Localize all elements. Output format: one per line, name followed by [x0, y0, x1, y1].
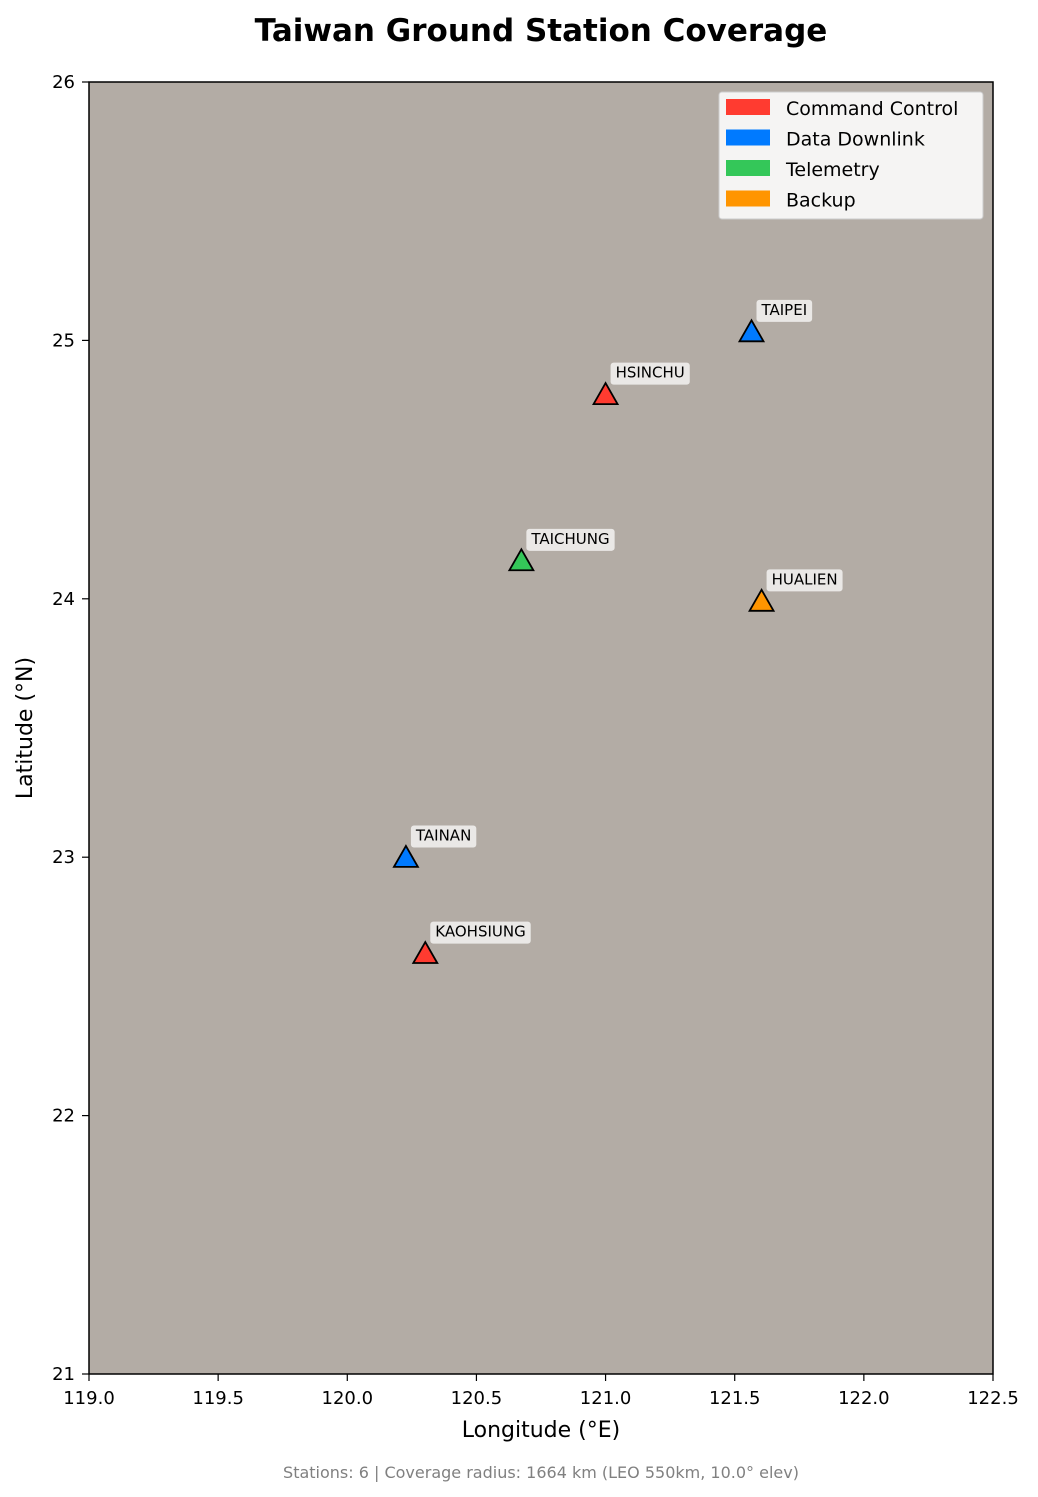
- legend-item-backup: Backup: [726, 190, 856, 212]
- stations-layer: TAIPEI HSINCHU TAICHUNG HUALIEN TAINAN KAOHSI…: [392, 299, 843, 964]
- y-axis: 21 22 23 24 25 26: [52, 72, 89, 1385]
- station-label: HUALIEN: [772, 570, 838, 588]
- x-tick-label: 121.5: [709, 1388, 761, 1409]
- station-tainan: TAINAN: [392, 825, 477, 868]
- station-marker: [392, 844, 420, 868]
- station-label-background: [410, 825, 477, 848]
- legend-swatch: [726, 160, 770, 176]
- y-tick-label: 24: [52, 589, 75, 610]
- station-hualien: HUALIEN: [748, 569, 843, 612]
- station-marker: [737, 318, 766, 343]
- legend-swatch: [726, 129, 770, 146]
- station-label-background: [526, 528, 615, 551]
- station-label: TAICHUNG: [530, 530, 609, 548]
- y-tick-label: 23: [52, 847, 75, 868]
- station-label-background: [610, 362, 690, 385]
- legend: Command Control Data Downlink Telemetry Bac…: [718, 91, 984, 220]
- legend-box: [718, 91, 984, 220]
- station-label-background: [430, 921, 531, 944]
- station-taipei: TAIPEI: [737, 299, 813, 343]
- x-tick-label: 119.0: [63, 1388, 115, 1409]
- station-taichung: TAICHUNG: [507, 528, 615, 572]
- station-marker: [507, 547, 535, 572]
- legend-label: Telemetry: [785, 159, 880, 181]
- station-kaohsiung: KAOHSIUNG: [411, 921, 531, 964]
- station-label: KAOHSIUNG: [435, 923, 525, 941]
- station-label-background: [766, 569, 843, 592]
- legend-swatch: [726, 190, 770, 207]
- plot-frame: [88, 81, 994, 1375]
- legend-label: Data Downlink: [786, 129, 925, 151]
- y-axis-label: Latitude (°N): [13, 657, 38, 799]
- y-tick-label: 21: [52, 1364, 75, 1385]
- footer-note: Stations: 6 | Coverage radius: 1664 km (…: [283, 1463, 799, 1482]
- legend-swatch: [726, 99, 770, 115]
- x-axis-label: Longitude (°E): [462, 1418, 620, 1443]
- station-marker: [748, 588, 776, 612]
- station-label-background: [756, 299, 813, 322]
- station-label: TAIPEI: [761, 301, 808, 319]
- x-tick-label: 121.0: [580, 1388, 632, 1409]
- station-marker: [592, 381, 620, 406]
- legend-label: Command Control: [786, 98, 958, 120]
- chart-title: Taiwan Ground Station Coverage: [255, 13, 828, 49]
- legend-item-command-control: Command Control: [726, 98, 958, 120]
- y-tick-label: 26: [52, 72, 75, 93]
- legend-label: Backup: [786, 190, 856, 212]
- x-tick-label: 119.5: [192, 1388, 244, 1409]
- y-tick-label: 25: [52, 330, 75, 351]
- legend-item-data-downlink: Data Downlink: [726, 129, 925, 151]
- station-marker: [411, 940, 439, 964]
- x-axis: 119.0 119.5 120.0 120.5 121.0 121.5 122.0 122.5: [63, 1374, 1019, 1409]
- x-tick-label: 122.0: [838, 1388, 890, 1409]
- station-hsinchu: HSINCHU: [592, 362, 690, 406]
- y-tick-label: 22: [52, 1106, 75, 1127]
- plot-area: [89, 82, 993, 1374]
- x-tick-label: 120.0: [322, 1388, 374, 1409]
- x-tick-label: 122.5: [967, 1388, 1019, 1409]
- legend-item-telemetry: Telemetry: [726, 159, 880, 181]
- station-label: TAINAN: [415, 826, 471, 844]
- station-label: HSINCHU: [616, 364, 685, 382]
- x-tick-label: 120.5: [451, 1388, 503, 1409]
